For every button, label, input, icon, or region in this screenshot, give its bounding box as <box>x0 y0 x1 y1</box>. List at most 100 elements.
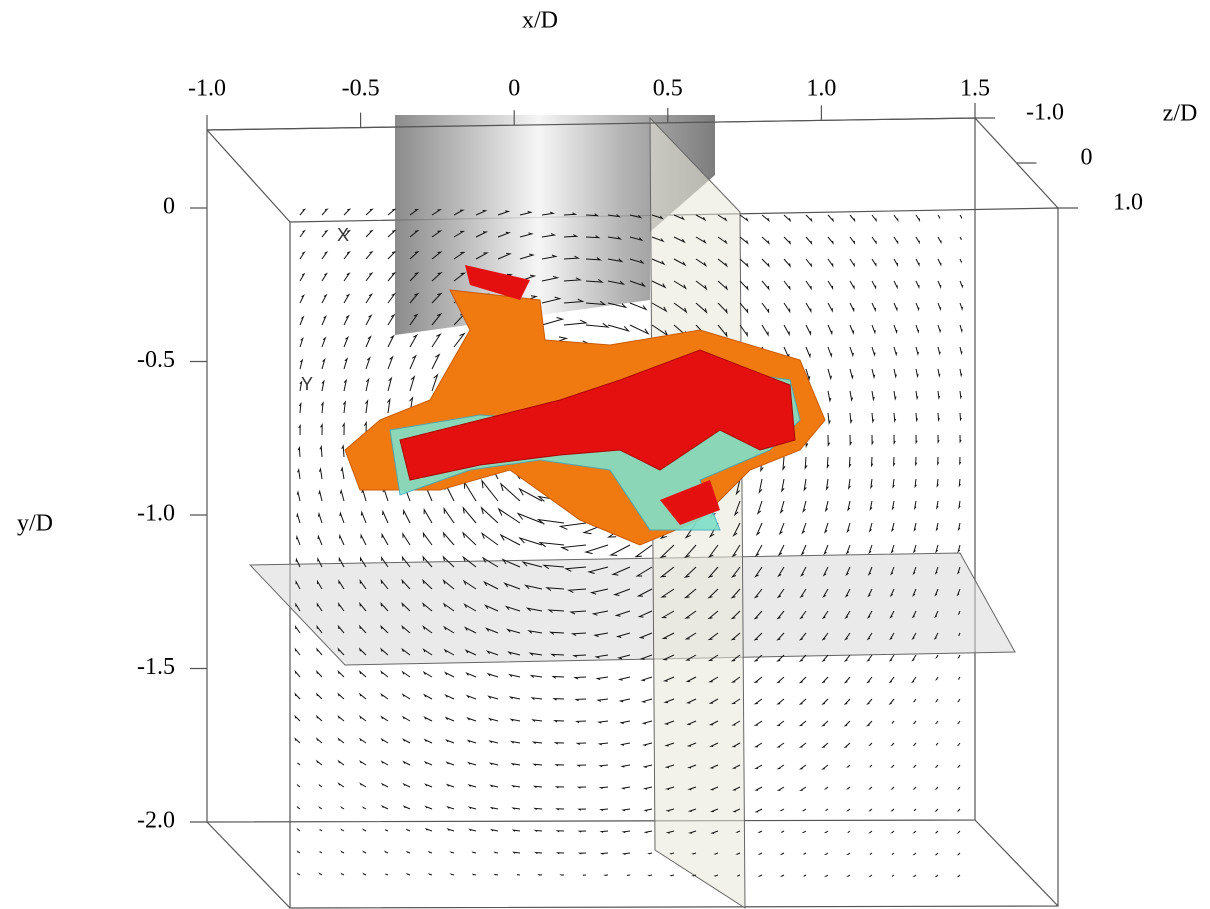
vector-arrow <box>914 699 916 701</box>
y-axis-title: y/D <box>17 511 53 537</box>
vector-arrow <box>578 765 586 766</box>
vector-arrow <box>916 281 919 287</box>
vector-arrow <box>403 672 410 677</box>
vector-arrow <box>643 699 652 702</box>
vector-arrow <box>423 533 432 545</box>
vector-arrow <box>363 808 366 810</box>
vector-arrow <box>872 391 874 400</box>
vector-arrow <box>938 237 941 242</box>
vector-arrow <box>914 765 916 767</box>
vector-arrow <box>403 717 410 721</box>
vector-arrow <box>321 403 323 413</box>
vector-arrow <box>893 479 894 487</box>
vector-arrow <box>936 699 938 701</box>
vector-arrow <box>845 699 850 704</box>
vector-arrow <box>828 281 833 288</box>
vector-arrow <box>778 743 784 747</box>
vector-arrow <box>322 274 327 281</box>
vector-arrow <box>510 675 520 677</box>
vector-arrow <box>512 742 520 744</box>
vector-arrow <box>429 874 432 875</box>
vector-arrow <box>426 807 432 809</box>
vector-arrow <box>360 672 366 677</box>
vector-arrow <box>360 761 366 765</box>
vector-arrow <box>757 523 762 535</box>
vector-arrow <box>849 457 851 466</box>
vector-arrow <box>936 721 938 723</box>
vector-arrow <box>959 655 960 658</box>
vector-arrow <box>300 274 304 281</box>
vector-arrow <box>892 787 894 789</box>
y-tick-label: -0.5 <box>137 347 175 373</box>
vector-arrow <box>892 809 894 811</box>
vector-arrow <box>755 677 762 682</box>
vector-arrow <box>295 649 300 655</box>
vector-arrow <box>845 721 850 726</box>
vector-arrow <box>343 402 345 413</box>
vector-arrow <box>520 538 542 545</box>
vector-arrow <box>960 237 961 240</box>
vector-arrow <box>872 435 873 444</box>
vector-arrow <box>823 743 828 747</box>
vector-arrow <box>542 318 563 326</box>
vector-arrow <box>608 325 629 331</box>
vector-arrow <box>872 369 875 377</box>
vector-arrow <box>870 787 872 789</box>
vector-arrow <box>958 853 960 855</box>
vector-arrow <box>319 491 322 501</box>
vector-arrow <box>318 514 322 523</box>
vector-arrow <box>756 743 762 747</box>
vector-arrow <box>914 831 916 833</box>
vector-arrow <box>827 457 829 467</box>
vector-arrow <box>403 739 410 743</box>
vector-arrow <box>823 677 828 682</box>
vector-arrow <box>740 281 748 289</box>
vector-arrow <box>482 533 498 545</box>
vector-arrow <box>491 785 498 787</box>
vector-arrow <box>586 545 608 554</box>
vector-arrow <box>800 677 806 683</box>
vector-arrow <box>344 359 347 369</box>
vector-arrow <box>781 809 784 811</box>
vector-arrow <box>916 413 918 421</box>
vector-arrow <box>756 721 762 725</box>
vector-arrow <box>781 501 784 512</box>
vector-arrow <box>383 512 389 524</box>
vector-arrow <box>564 320 586 325</box>
vector-arrow <box>364 852 367 853</box>
vector-arrow <box>756 809 762 812</box>
vector-arrow <box>916 303 919 310</box>
vector-arrow <box>424 695 432 699</box>
vector-arrow <box>872 237 876 243</box>
vector-arrow <box>756 787 762 790</box>
vector-arrow <box>467 673 476 677</box>
vector-arrow <box>388 209 395 215</box>
vector-arrow <box>868 721 872 726</box>
vector-arrow <box>890 655 894 661</box>
vector-arrow <box>872 281 876 288</box>
vector-arrow <box>936 743 938 745</box>
vector-arrow <box>850 215 855 221</box>
vector-arrow <box>425 762 432 765</box>
vector-arrow <box>892 523 894 531</box>
vector-arrow <box>366 231 372 237</box>
vector-arrow <box>850 391 853 400</box>
vector-arrow <box>622 765 630 767</box>
vector-arrow <box>381 694 388 699</box>
vector-arrow <box>296 627 300 633</box>
vector-arrow <box>605 875 608 876</box>
vector-arrow <box>778 699 784 704</box>
vector-arrow <box>868 677 872 682</box>
vector-arrow <box>958 545 960 551</box>
vector-arrow <box>295 694 300 699</box>
vector-arrow <box>646 831 652 833</box>
vector-arrow <box>611 545 630 555</box>
vector-arrow <box>298 852 300 853</box>
vector-arrow <box>850 347 853 355</box>
vector-arrow <box>805 457 807 468</box>
vector-arrow <box>894 325 897 332</box>
vector-arrow <box>298 829 300 831</box>
vector-arrow <box>601 809 608 811</box>
vector-arrow <box>916 347 919 354</box>
vector-arrow <box>514 830 521 831</box>
